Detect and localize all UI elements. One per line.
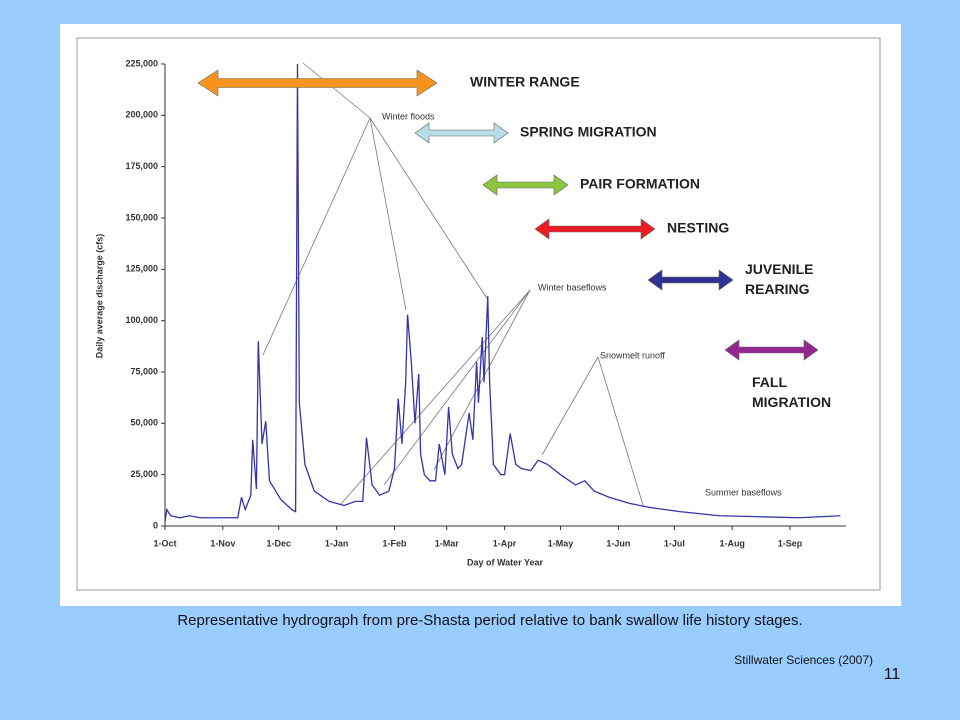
stage-label: JUVENILE REARING: [745, 261, 813, 297]
y-tick-label: 225,000: [125, 58, 158, 68]
y-tick-label: 100,000: [125, 315, 158, 325]
stage-arrow: [647, 269, 734, 291]
x-tick-label: 1-Aug: [719, 538, 745, 548]
annotation: Snowmelt runoff: [600, 350, 665, 360]
x-axis-label: Day of Water Year: [467, 557, 544, 567]
stage-arrow: [414, 122, 509, 144]
x-tick-label: 1-Nov: [210, 538, 235, 548]
y-tick-label: 0: [153, 520, 158, 530]
y-tick-label: 150,000: [125, 212, 158, 222]
x-tick-label: 1-Jan: [325, 538, 349, 548]
stage-label: PAIR FORMATION: [580, 176, 700, 192]
stage-label-line: REARING: [745, 281, 810, 297]
y-tick-label: 175,000: [125, 161, 158, 171]
stage-label: FALL MIGRATION: [752, 374, 831, 410]
y-tick-label: 200,000: [125, 110, 158, 120]
y-tick-label: 75,000: [130, 366, 158, 376]
x-tick-label: 1-Oct: [153, 538, 176, 548]
x-tick-label: 1-May: [548, 538, 574, 548]
hydrograph-line: [164, 63, 841, 522]
stage-label: NESTING: [667, 220, 729, 236]
stage-arrow: [724, 339, 819, 361]
stage-arrow: [534, 218, 656, 240]
x-tick-label: 1-Jul: [664, 538, 685, 548]
y-axis-label: Daily average discharge (cfs): [94, 234, 104, 359]
x-tick-label: 1-Dec: [267, 538, 292, 548]
x-tick-label: 1-Jun: [606, 538, 630, 548]
stage-label-line: MIGRATION: [752, 394, 831, 410]
y-tick-label: 25,000: [130, 469, 158, 479]
chart-panel: [60, 24, 901, 606]
stage-arrow: [482, 174, 569, 196]
annotation: Winter baseflows: [538, 282, 607, 292]
x-tick-label: 1-Apr: [493, 538, 517, 548]
stage-label: SPRING MIGRATION: [520, 124, 657, 140]
x-tick-label: 1-Sep: [778, 538, 803, 548]
source: Stillwater Sciences (2007): [734, 653, 873, 667]
stage-label-line: JUVENILE: [745, 261, 813, 277]
page-number: 11: [884, 666, 901, 683]
y-tick-label: 125,000: [125, 264, 158, 274]
caption: Representative hydrograph from pre-Shast…: [177, 612, 802, 629]
x-tick-label: 1-Mar: [435, 538, 460, 548]
plot-frame: [76, 37, 881, 591]
stage-label: WINTER RANGE: [470, 74, 580, 90]
x-tick-label: 1-Feb: [382, 538, 407, 548]
stage-label-line: FALL: [752, 374, 787, 390]
annotation-arrows: [262, 62, 644, 506]
annotation: Winter floods: [382, 111, 435, 121]
annotation: Summer baseflows: [705, 487, 782, 497]
stage-arrow: [197, 69, 438, 97]
y-tick-label: 50,000: [130, 418, 158, 428]
